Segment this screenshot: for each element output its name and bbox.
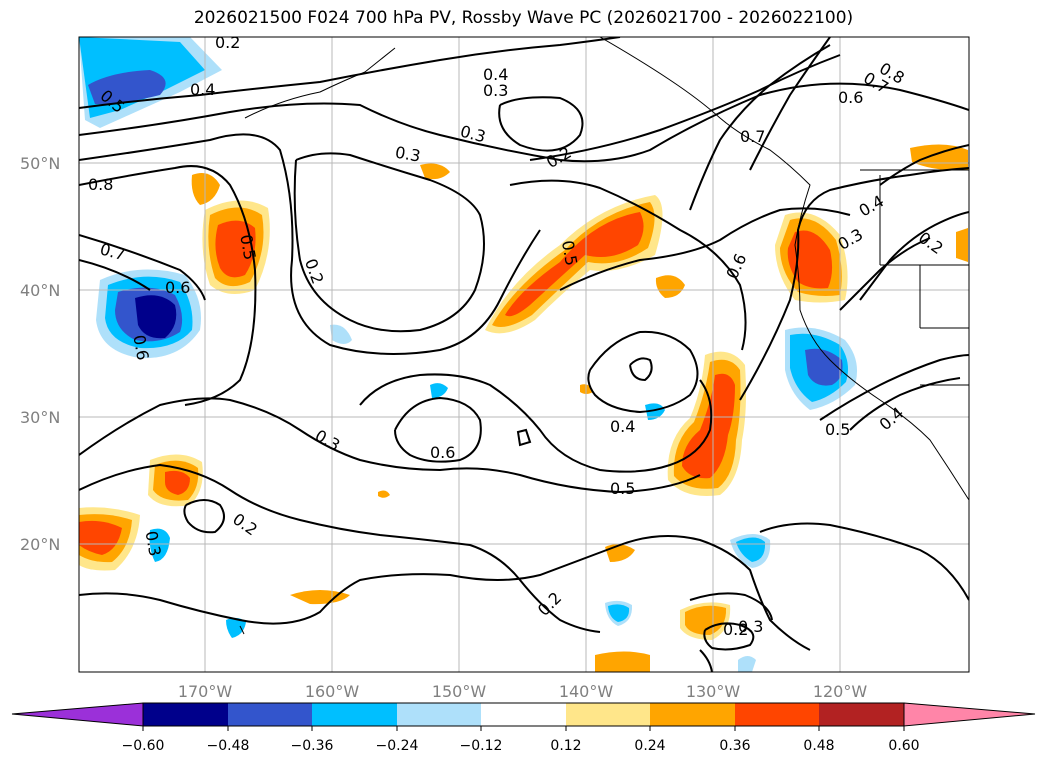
- lon-tick-label: 140°W: [559, 682, 614, 701]
- map-frame: [78, 36, 970, 673]
- colorbar-bin: [312, 703, 397, 726]
- lon-tick-label: 160°W: [305, 682, 360, 701]
- colorbar-tick-label: −0.12: [460, 738, 503, 754]
- contour-label: 0.2: [215, 33, 240, 52]
- map-panel: 0.2 0.4 0.5 0.3 0.4 0.3 0.8 0.7 0.6 0.3 …: [79, 33, 969, 672]
- contour-label: 0.4: [610, 417, 635, 436]
- pv-anomaly-shading: [79, 37, 968, 672]
- colorbar-tick-label: −0.36: [291, 738, 334, 754]
- colorbar-bin: [819, 703, 904, 726]
- contour-label: 0.5: [610, 479, 635, 498]
- colorbar-bin: [397, 703, 481, 726]
- lat-tick-label: 50°N: [20, 154, 60, 173]
- contour-label: 0.4: [190, 80, 215, 99]
- colorbar-tick-label: 0.24: [634, 738, 665, 754]
- contour-label: 0.5: [558, 239, 581, 267]
- contour-label: 0.5: [236, 233, 259, 261]
- contour-label: 0.3: [738, 617, 763, 636]
- colorbar-bin: [650, 703, 735, 726]
- contour-label: 0.8: [88, 175, 113, 194]
- colorbar-over: [903, 702, 1036, 727]
- contour-label: 0.6: [165, 278, 190, 297]
- contour-label: 0.3: [394, 143, 422, 166]
- colorbar-bin: [566, 703, 650, 726]
- colorbar-tick-label: −0.48: [207, 738, 250, 754]
- colorbar-tick-label: 0.36: [719, 738, 750, 754]
- lon-tick-label: 150°W: [432, 682, 487, 701]
- contour-label: 0.2: [723, 620, 748, 639]
- lon-tick-label: 170°W: [178, 682, 233, 701]
- colorbar-bin: [228, 703, 312, 726]
- colorbar-bin: [143, 703, 228, 726]
- lon-labels: 170°W 160°W 150°W 140°W 130°W 120°W: [178, 682, 868, 701]
- colorbar-tick-label: 0.48: [803, 738, 834, 754]
- colorbar-bin: [735, 703, 819, 726]
- lat-tick-label: 20°N: [20, 535, 60, 554]
- colorbar-tick-label: 0.12: [550, 738, 581, 754]
- lon-tick-label: 120°W: [813, 682, 868, 701]
- lat-tick-label: 30°N: [20, 408, 60, 427]
- contour-label: 0.3: [483, 81, 508, 100]
- colorbar-tick-label: −0.60: [122, 738, 165, 754]
- colorbar-bin: [481, 703, 566, 726]
- contour-label: 0.4: [483, 65, 508, 84]
- gridlines: [79, 37, 969, 672]
- lat-labels: 50°N 40°N 30°N 20°N: [20, 154, 60, 554]
- contour-label: 0.5: [825, 420, 850, 439]
- contour-label: 0.6: [838, 88, 863, 107]
- colorbar: −0.60 −0.48 −0.36 −0.24 −0.12 0.12 0.24 …: [11, 702, 1036, 754]
- colorbar-under: [11, 702, 144, 727]
- contour-label: 0.7: [740, 127, 765, 146]
- lat-tick-label: 40°N: [20, 281, 60, 300]
- colorbar-tick-label: 0.60: [888, 738, 919, 754]
- contour-label: 0.6: [430, 443, 455, 462]
- lon-tick-label: 130°W: [686, 682, 741, 701]
- colorbar-tick-label: −0.24: [376, 738, 419, 754]
- contour-label: 0.3: [142, 529, 165, 557]
- pv-contours: [79, 37, 969, 672]
- map-title: 2026021500 F024 700 hPa PV, Rossby Wave …: [193, 8, 854, 28]
- contour-label: 0.6: [129, 333, 152, 361]
